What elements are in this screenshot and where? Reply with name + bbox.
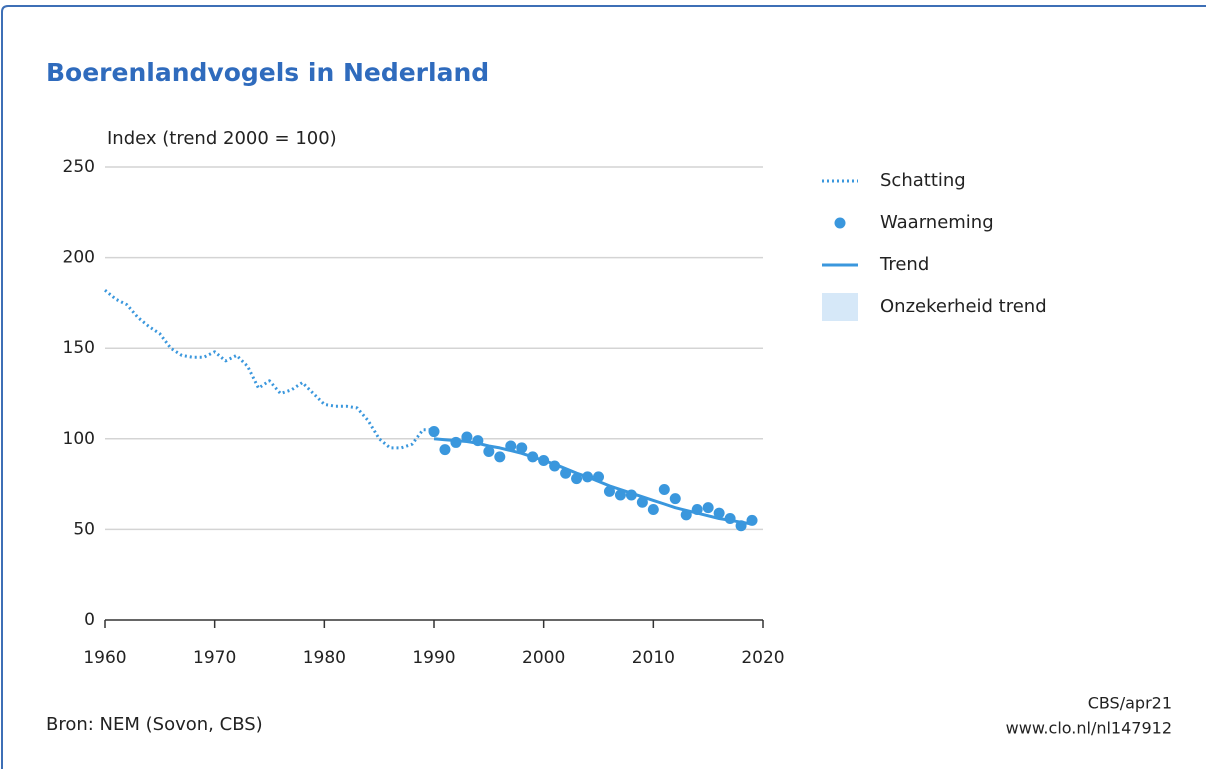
data-point bbox=[603, 485, 615, 497]
y-tick-label: 50 bbox=[73, 519, 95, 539]
data-point bbox=[647, 503, 659, 515]
x-tick-label: 1990 bbox=[412, 648, 455, 668]
y-tick-label: 0 bbox=[84, 610, 95, 630]
y-axis-label: Index (trend 2000 = 100) bbox=[107, 128, 337, 149]
legend-label: Schatting bbox=[880, 170, 966, 191]
chart-title: Boerenlandvogels in Nederland bbox=[46, 58, 489, 87]
frame bbox=[1, 5, 1206, 769]
legend-label: Onzekerheid trend bbox=[880, 296, 1047, 317]
x-tick-label: 2000 bbox=[522, 648, 565, 668]
data-point bbox=[483, 445, 495, 457]
data-point bbox=[636, 496, 648, 508]
x-tick-label: 1960 bbox=[83, 648, 126, 668]
data-point bbox=[614, 489, 626, 501]
x-tick-label: 1970 bbox=[193, 648, 236, 668]
legend-swatch bbox=[834, 217, 846, 229]
data-point bbox=[702, 502, 714, 514]
data-point bbox=[439, 444, 451, 456]
note: www.clo.nl/nl147912 bbox=[1006, 719, 1172, 738]
y-tick-label: 100 bbox=[63, 429, 95, 449]
source: Bron: NEM (Sovon, CBS) bbox=[46, 714, 263, 735]
y-tick-label: 150 bbox=[63, 338, 95, 358]
trend-line bbox=[433, 437, 753, 526]
y-tick-label: 200 bbox=[63, 248, 95, 268]
note: CBS/apr21 bbox=[1088, 694, 1172, 713]
estimate-line bbox=[104, 289, 434, 450]
data-point bbox=[669, 493, 681, 505]
data-point bbox=[658, 484, 670, 496]
data-point bbox=[428, 426, 440, 438]
data-point bbox=[461, 431, 473, 443]
x-tick-label: 1980 bbox=[303, 648, 346, 668]
x-tick-label: 2020 bbox=[741, 648, 784, 668]
data-point bbox=[494, 451, 506, 463]
y-tick-label: 250 bbox=[63, 157, 95, 177]
x-tick-label: 2010 bbox=[632, 648, 675, 668]
legend-label: Waarneming bbox=[880, 212, 994, 233]
data-point bbox=[516, 442, 528, 454]
data-point bbox=[713, 507, 725, 519]
legend-label: Trend bbox=[879, 254, 929, 275]
data-point bbox=[571, 473, 583, 485]
legend-swatch bbox=[822, 293, 858, 321]
data-point bbox=[450, 436, 462, 448]
